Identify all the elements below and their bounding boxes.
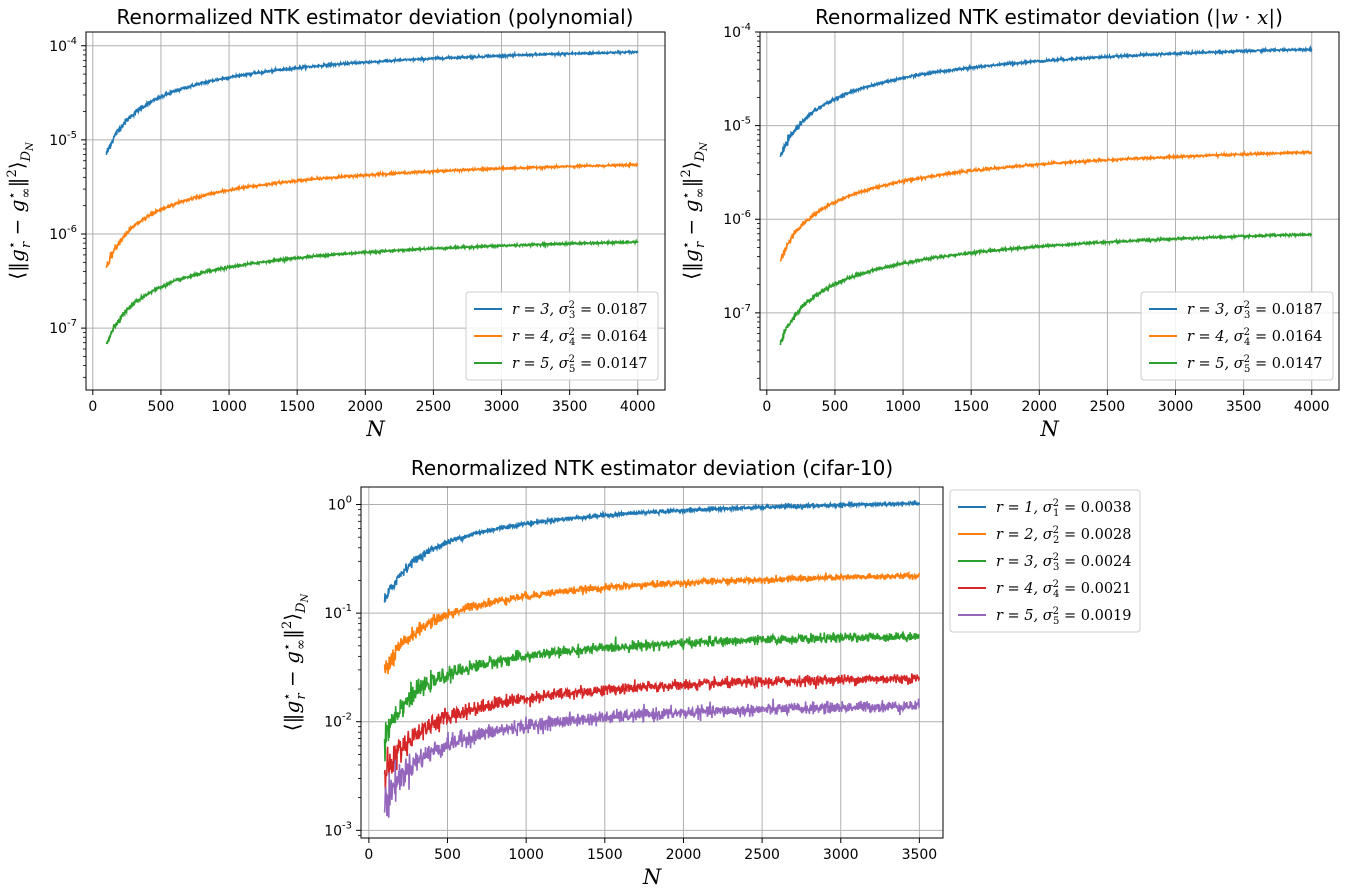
x-axis-label: N [642, 865, 662, 889]
plot-frame [85, 31, 666, 391]
x-tick-label: 3500 [902, 847, 938, 863]
x-tick-label: 500 [148, 399, 175, 415]
chart-1: 0 500 1000 1500 2000 2500 3000 3500 4000 10-7 10-6… [5, 5, 666, 441]
legend-box [465, 291, 659, 381]
y-tick-label: 10-4 [723, 22, 751, 41]
x-tick-label: 3500 [552, 399, 588, 415]
y-axis-label: ⟨‖g⋆r − g⋆∞‖2⟩DN [5, 141, 36, 280]
legend-entry: r = 5, σ2 5 = 0.0019 [996, 606, 1132, 627]
y-tick-label: 10-7 [49, 318, 77, 337]
legend-entry: r = 3, σ2 3 = 0.0187 [1187, 300, 1323, 321]
legend: r = 3, σ2 3 = 0.0187 r = 4, σ2 4 = 0.0164 r … [465, 291, 659, 381]
x-tick-label: 500 [822, 399, 849, 415]
plot-frame [759, 31, 1340, 391]
chart-3: 0 500 1000 1500 2000 2500 3000 3500 10-3 10-2 10-1… [280, 456, 1141, 889]
legend-entry: r = 1, σ2 1 = 0.0038 [996, 498, 1132, 519]
legend-entry: r = 3, σ2 3 = 0.0024 [996, 552, 1132, 573]
series-line-3 [779, 231, 1313, 346]
y-tick-label: 10-7 [723, 303, 751, 322]
legend-box [949, 489, 1141, 633]
legend-entry: r = 5, σ2 5 = 0.0147 [1187, 354, 1323, 375]
x-tick-label: 2000 [347, 399, 383, 415]
y-tick-label: 10-5 [49, 130, 77, 149]
x-tick-label: 500 [434, 847, 461, 863]
chart-title: Renormalized NTK estimator deviation (po… [117, 5, 634, 29]
legend: r = 3, σ2 3 = 0.0187 r = 4, σ2 4 = 0.0164 r … [1140, 291, 1334, 381]
x-tick-label: 1500 [953, 399, 989, 415]
x-tick-label: 2500 [416, 399, 452, 415]
legend-entry: r = 4, σ2 4 = 0.0021 [996, 579, 1132, 600]
x-tick-label: 2500 [744, 847, 780, 863]
y-tick-label: 100 [328, 495, 352, 514]
y-tick-label: 10-2 [324, 712, 352, 731]
x-axis-label: N [1039, 417, 1059, 441]
plot-frame [360, 486, 944, 839]
series-line-2 [383, 570, 921, 675]
x-tick-label: 2000 [1021, 399, 1057, 415]
y-tick-label: 10-6 [723, 209, 751, 228]
legend-box [1140, 291, 1334, 381]
y-axis-label: ⟨‖g⋆r − g⋆∞‖2⟩DN [679, 141, 710, 280]
x-tick-label: 1000 [508, 847, 544, 863]
x-axis-label: N [365, 417, 385, 441]
legend-entry: r = 2, σ2 2 = 0.0028 [996, 525, 1132, 546]
series-line-5 [383, 698, 921, 818]
series-line-1 [105, 49, 639, 155]
x-tick-label: 0 [762, 399, 771, 415]
x-tick-label: 1500 [279, 399, 315, 415]
y-tick-label: 10-6 [49, 224, 77, 243]
x-tick-label: 1500 [587, 847, 623, 863]
x-tick-label: 1000 [885, 399, 921, 415]
legend-entry: r = 4, σ2 4 = 0.0164 [1187, 327, 1323, 348]
legend: r = 1, σ2 1 = 0.0038 r = 2, σ2 2 = 0.0028 r … [949, 489, 1141, 633]
x-tick-label: 2000 [666, 847, 702, 863]
x-tick-label: 4000 [620, 399, 656, 415]
series-line-2 [105, 161, 639, 269]
y-tick-label: 10-4 [49, 36, 77, 55]
series-line-4 [383, 673, 921, 791]
series-line-1 [383, 500, 921, 603]
x-tick-label: 0 [88, 399, 97, 415]
legend-entry: r = 4, σ2 4 = 0.0164 [512, 327, 648, 348]
x-tick-label: 3000 [484, 399, 520, 415]
x-tick-label: 3000 [1158, 399, 1194, 415]
y-tick-label: 10-1 [324, 603, 352, 622]
series-line-1 [779, 44, 1313, 157]
legend-entry: r = 3, σ2 3 = 0.0187 [512, 300, 648, 321]
legend-entry: r = 5, σ2 5 = 0.0147 [512, 354, 648, 375]
chart-title: Renormalized NTK estimator deviation (ci… [411, 456, 893, 480]
y-tick-label: 10-3 [324, 820, 352, 839]
chart-title: Renormalized NTK estimator deviation (|w… [815, 5, 1283, 30]
x-tick-label: 4000 [1294, 399, 1330, 415]
x-tick-label: 3000 [823, 847, 859, 863]
series-line-3 [105, 238, 639, 345]
x-tick-label: 1000 [211, 399, 247, 415]
x-tick-label: 0 [364, 847, 373, 863]
x-tick-label: 3500 [1226, 399, 1262, 415]
y-axis-label: ⟨‖g⋆r − g⋆∞‖2⟩DN [280, 592, 311, 731]
chart-2: 0 500 1000 1500 2000 2500 3000 3500 4000 10-7 10-6… [679, 5, 1340, 441]
series-line-2 [779, 149, 1313, 262]
y-tick-label: 10-5 [723, 116, 751, 135]
series-line-3 [383, 631, 920, 762]
x-tick-label: 2500 [1090, 399, 1126, 415]
